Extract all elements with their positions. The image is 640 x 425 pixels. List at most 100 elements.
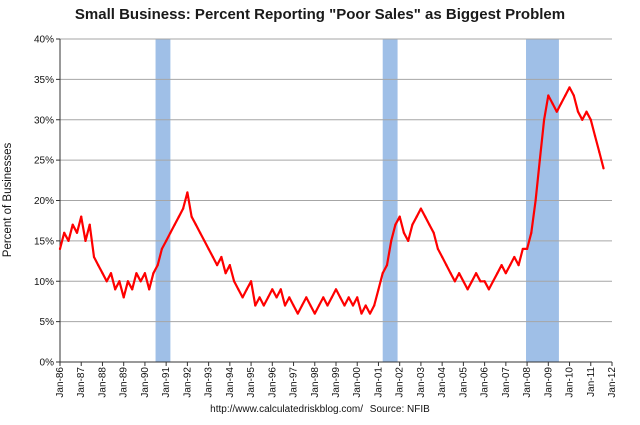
x-tick-label-4: Jan-90 — [140, 367, 151, 398]
data-point — [602, 167, 605, 170]
data-point — [194, 223, 197, 226]
y-tick-label-3: 15% — [34, 236, 54, 247]
data-point — [296, 312, 299, 315]
data-point — [436, 247, 440, 251]
data-point — [368, 312, 372, 315]
data-point — [551, 102, 554, 105]
data-point — [326, 304, 329, 307]
data-point — [500, 264, 503, 267]
data-point — [160, 247, 164, 251]
data-point — [475, 272, 478, 275]
data-point — [356, 296, 359, 299]
data-point — [279, 288, 282, 291]
x-tick-label-12: Jan-98 — [310, 367, 321, 398]
x-tick-label-26: Jan-12 — [607, 367, 618, 398]
data-point — [407, 239, 410, 242]
data-point — [487, 288, 490, 291]
data-point — [186, 191, 189, 194]
data-point — [453, 280, 456, 283]
data-point — [165, 239, 168, 242]
data-point — [598, 150, 601, 154]
x-tick-label-25: Jan-11 — [586, 367, 597, 397]
data-point — [411, 223, 414, 226]
data-point — [517, 264, 520, 267]
data-point — [156, 264, 159, 267]
data-point — [402, 231, 406, 234]
data-point — [131, 288, 134, 291]
y-tick-label-0: 0% — [40, 358, 55, 369]
data-point — [309, 304, 312, 307]
data-point — [542, 118, 546, 121]
x-tick-label-5: Jan-91 — [161, 367, 172, 398]
data-point — [581, 118, 584, 121]
data-point — [211, 255, 214, 259]
x-tick-label-14: Jan-00 — [352, 367, 363, 398]
data-point — [492, 280, 495, 283]
data-point — [232, 280, 236, 283]
data-point — [148, 288, 151, 291]
data-point — [508, 264, 512, 267]
data-point — [364, 304, 367, 307]
data-point — [254, 304, 257, 307]
data-point — [585, 110, 588, 113]
data-point — [63, 231, 66, 234]
x-tick-label-7: Jan-93 — [204, 367, 215, 398]
data-point — [169, 231, 172, 234]
data-point — [207, 247, 210, 251]
data-point — [334, 288, 338, 291]
data-point — [513, 255, 516, 259]
data-point — [424, 215, 427, 218]
data-point — [105, 280, 108, 283]
data-point — [67, 239, 70, 242]
data-point — [564, 94, 567, 97]
data-point — [199, 231, 202, 234]
source-url[interactable]: http://www.calculatedriskblog.com/ — [210, 404, 364, 415]
source-footer: http://www.calculatedriskblog.com/ Sourc… — [0, 404, 640, 415]
y-tick-label-2: 10% — [34, 277, 54, 288]
data-point — [224, 272, 227, 275]
y-tick-label-7: 35% — [34, 75, 54, 86]
data-point — [398, 215, 401, 218]
data-point — [428, 223, 431, 226]
data-point — [415, 215, 418, 218]
x-tick-label-6: Jan-92 — [182, 367, 193, 398]
data-point — [237, 288, 240, 291]
data-point — [88, 223, 91, 226]
data-point — [300, 304, 304, 307]
data-point — [351, 304, 355, 307]
x-tick-label-21: Jan-07 — [501, 367, 512, 398]
data-point — [521, 247, 524, 251]
x-tick-label-18: Jan-04 — [437, 367, 448, 398]
chart-title: Small Business: Percent Reporting "Poor … — [74, 6, 566, 23]
data-point — [360, 312, 363, 315]
data-point — [228, 264, 231, 267]
data-point — [152, 272, 155, 275]
data-point — [462, 280, 465, 283]
data-point — [390, 239, 393, 242]
data-point — [458, 272, 461, 275]
data-point — [538, 159, 541, 162]
data-point — [330, 296, 333, 299]
data-point — [441, 255, 444, 259]
data-point — [190, 215, 193, 218]
data-point — [143, 272, 147, 275]
data-point — [305, 296, 308, 299]
data-point — [377, 288, 380, 291]
data-point — [347, 296, 350, 299]
data-point — [245, 288, 248, 291]
source-note: Source: NFIB — [369, 404, 430, 415]
data-point — [92, 255, 96, 259]
data-point — [118, 280, 121, 283]
data-point — [109, 272, 113, 275]
data-point — [555, 110, 558, 113]
x-tick-label-0: Jan-86 — [55, 367, 66, 398]
data-point — [373, 304, 376, 307]
data-point — [394, 223, 397, 226]
data-point — [258, 296, 261, 299]
data-point — [114, 288, 117, 291]
data-point — [84, 239, 87, 242]
data-point — [241, 296, 244, 299]
data-point — [322, 296, 325, 299]
data-point — [343, 304, 346, 307]
